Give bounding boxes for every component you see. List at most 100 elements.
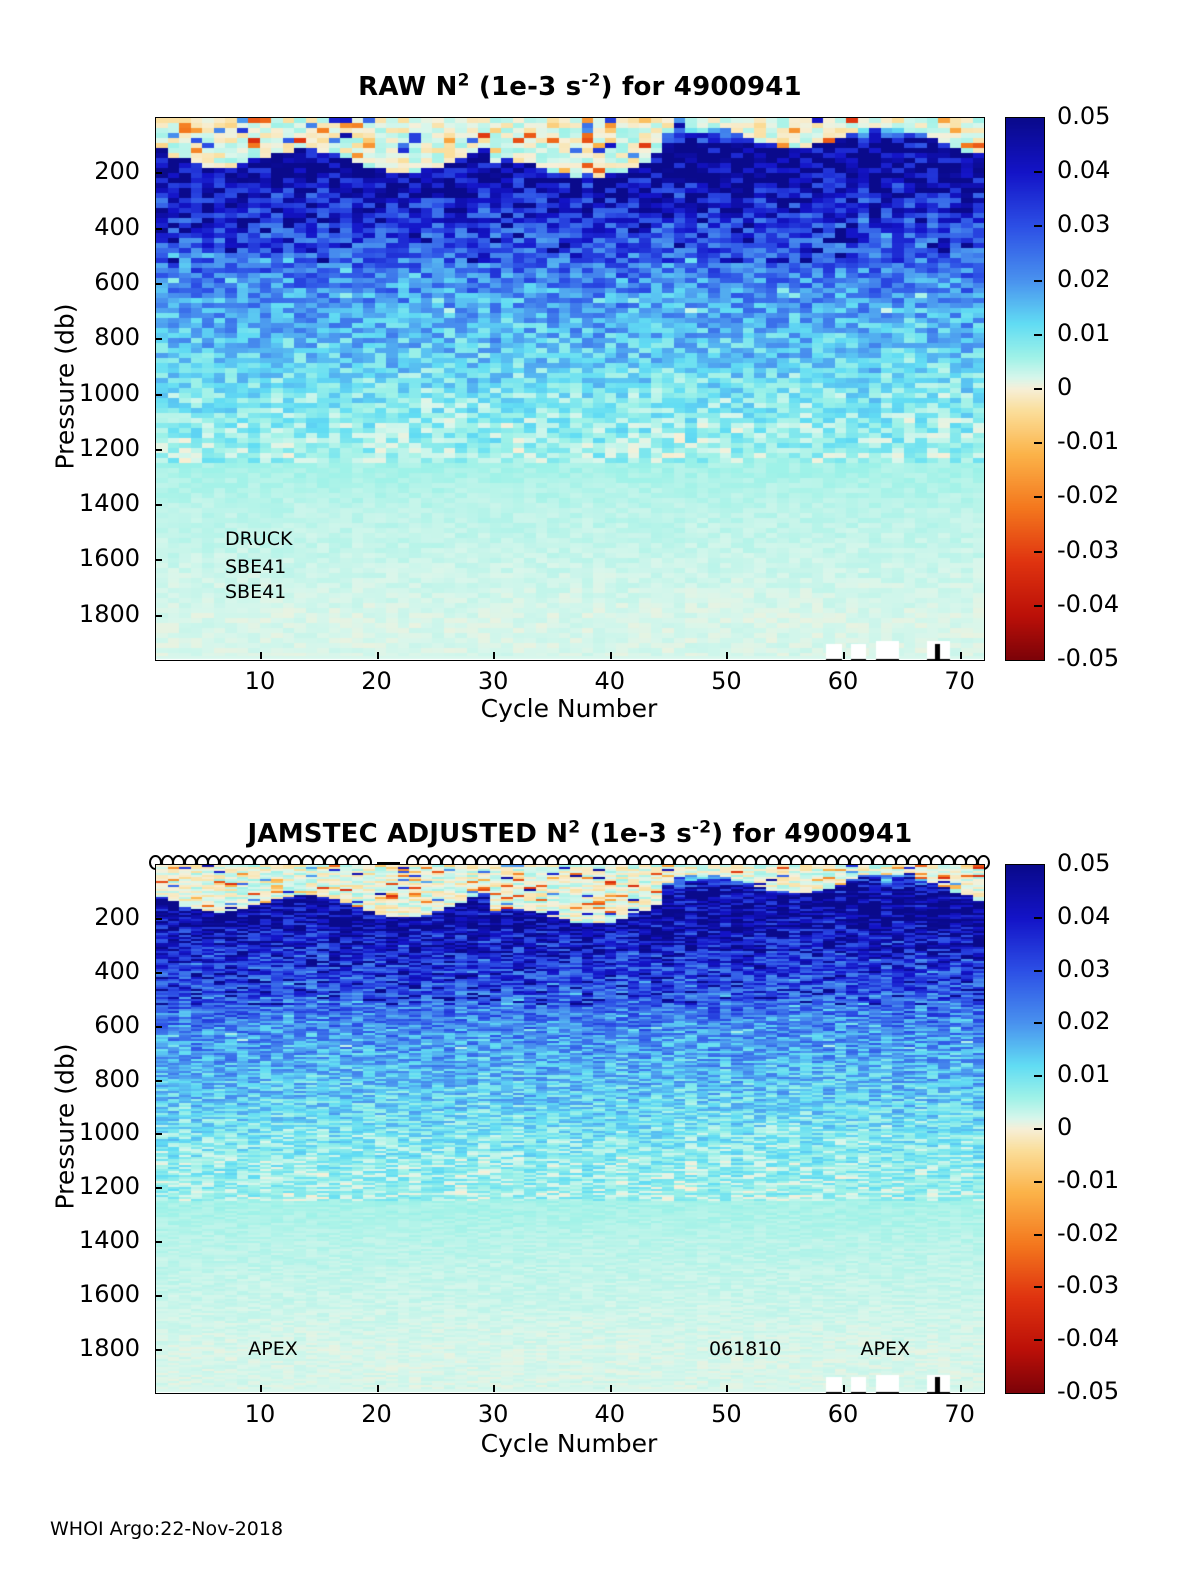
raw-title-exponent-1: 2 [457,70,470,91]
adjusted-title-exponent-2: -2 [691,817,712,838]
raw-x-tick-mark [259,652,262,659]
raw-colorbar-tick-label: -0.01 [1057,427,1120,456]
raw-title-main: RAW N [358,72,458,102]
adjusted-y-tick-label: 1200 [78,1172,140,1201]
raw-colorbar-tick-label: 0.04 [1057,156,1111,185]
adjusted-colorbar-tick-mark [1034,1233,1042,1236]
adjusted-y-tick-mark [155,1133,162,1136]
adjusted-colorbar-tick-label: 0.02 [1057,1007,1111,1036]
adjusted-y-tick-mark [155,1079,162,1082]
raw-x-tick-mark [609,652,612,659]
raw-y-tick-mark [155,614,162,617]
raw-x-tick-mark [843,652,846,659]
raw-y-tick-label: 1400 [78,489,140,518]
raw-x-tick-label: 30 [477,667,509,695]
adjusted-x-tick-label: 20 [361,1400,392,1428]
raw-annotation: SBE41 [224,580,287,603]
raw-colorbar-tick-mark [1034,496,1042,499]
adjusted-x-axis-label: Cycle Number [480,1429,658,1458]
adjusted-heatmap-image [156,865,984,1393]
raw-y-tick-label: 1600 [78,544,140,573]
raw-title-end: ) for 4900941 [600,72,802,102]
raw-colorbar-tick-mark [1034,333,1042,336]
adjusted-y-tick-mark [155,1241,162,1244]
raw-colorbar-tick-mark [1034,388,1042,390]
adjusted-y-tick-mark [155,971,162,974]
adjusted-x-tick-mark [376,1385,379,1392]
panel-raw: RAW N2 (1e-3 s-2) for 4900941 Pressure (… [0,0,1200,760]
adjusted-colorbar-tick-mark [1034,1339,1042,1342]
raw-colorbar-tick-label: 0.02 [1057,264,1111,293]
adjusted-title-exponent-1: 2 [568,817,581,838]
raw-colorbar-tick-label: -0.03 [1057,535,1120,564]
raw-heatmap-image [156,118,984,660]
adjusted-colorbar-tick-label: 0.05 [1057,849,1111,877]
adjusted-annotation: APEX [248,1338,298,1361]
adjusted-y-tick-label: 1800 [78,1333,140,1362]
raw-colorbar-tick-label: 0.05 [1057,102,1111,130]
figure-footer: WHOI Argo:22-Nov-2018 [50,1518,284,1540]
adjusted-colorbar-tick-mark [1034,1075,1042,1078]
adjusted-title-main: JAMSTEC ADJUSTED N [247,819,569,849]
cycle-marker-gap-line [376,862,400,864]
adjusted-colorbar-tick-mark [1034,1128,1042,1130]
raw-colorbar-tick-label: 0.03 [1057,210,1111,239]
adjusted-y-tick-label: 1000 [78,1118,140,1147]
adjusted-x-tick-mark [493,1385,496,1392]
raw-colorbar-tick-mark [1034,171,1042,174]
adjusted-colorbar-tick-mark [1034,1286,1042,1289]
adjusted-colorbar-tick-mark [1034,1022,1042,1025]
raw-y-tick-label: 800 [94,323,140,352]
adjusted-x-tick-mark [959,1385,962,1392]
adjusted-x-tick-label: 60 [827,1400,859,1428]
raw-x-tick-label: 10 [244,667,276,695]
adjusted-colorbar-tick-label: 0.04 [1057,901,1111,930]
raw-plot-title: RAW N2 (1e-3 s-2) for 4900941 [150,72,1010,102]
raw-x-tick-label: 70 [944,667,975,695]
adjusted-colorbar-tick-mark [1034,969,1042,972]
raw-colorbar [1005,117,1045,661]
raw-annotation: DRUCK [224,528,293,551]
adjusted-colorbar-tick-label: 0.01 [1057,1060,1111,1089]
raw-x-tick-mark [493,652,496,659]
raw-colorbar-tick-mark [1034,279,1042,282]
adjusted-colorbar-tick-label: -0.02 [1057,1218,1120,1247]
raw-colorbar-tick-label: -0.02 [1057,481,1120,510]
adjusted-y-tick-label: 1600 [78,1280,140,1309]
raw-title-mid: (1e-3 s [469,72,582,102]
raw-title-exponent-2: -2 [581,70,601,91]
adjusted-y-tick-mark [155,917,162,920]
raw-y-tick-mark [155,559,162,562]
raw-y-tick-mark [155,393,162,396]
adjusted-x-tick-mark [259,1385,262,1392]
adjusted-title-end: ) for 4900941 [711,819,913,849]
raw-colorbar-tick-mark [1034,442,1042,445]
raw-colorbar-tick-mark [1034,604,1042,607]
adjusted-x-tick-label: 30 [477,1400,509,1428]
raw-colorbar-tick-mark [1034,550,1042,553]
adjusted-title-mid: (1e-3 s [580,819,692,849]
adjusted-colorbar-tick-label: 0.03 [1057,954,1111,983]
adjusted-colorbar-tick-mark [1034,916,1042,919]
adjusted-x-tick-label: 70 [944,1400,975,1428]
adjusted-colorbar-tick-label: -0.01 [1057,1165,1120,1194]
adjusted-colorbar-tick-label: 0 [1057,1113,1073,1141]
adjusted-annotation: 061810 [708,1338,782,1361]
raw-x-tick-mark [376,652,379,659]
raw-y-tick-label: 600 [94,267,140,296]
raw-y-tick-label: 200 [94,157,140,186]
adjusted-colorbar-tick-mark [1034,1180,1042,1183]
raw-y-tick-mark [155,338,162,341]
adjusted-x-tick-mark [609,1385,612,1392]
adjusted-heatmap-axes [155,864,985,1394]
adjusted-colorbar-tick-label: -0.04 [1057,1324,1120,1353]
raw-y-tick-mark [155,448,162,451]
raw-y-tick-mark [155,227,162,230]
raw-annotation: SBE41 [224,555,287,578]
adjusted-y-tick-mark [155,1025,162,1028]
adjusted-y-tick-mark [155,1187,162,1190]
raw-colorbar-tick-label: -0.04 [1057,589,1120,618]
raw-y-tick-label: 1800 [78,599,140,628]
raw-colorbar-tick-mark [1034,225,1042,228]
raw-y-tick-mark [155,172,162,175]
